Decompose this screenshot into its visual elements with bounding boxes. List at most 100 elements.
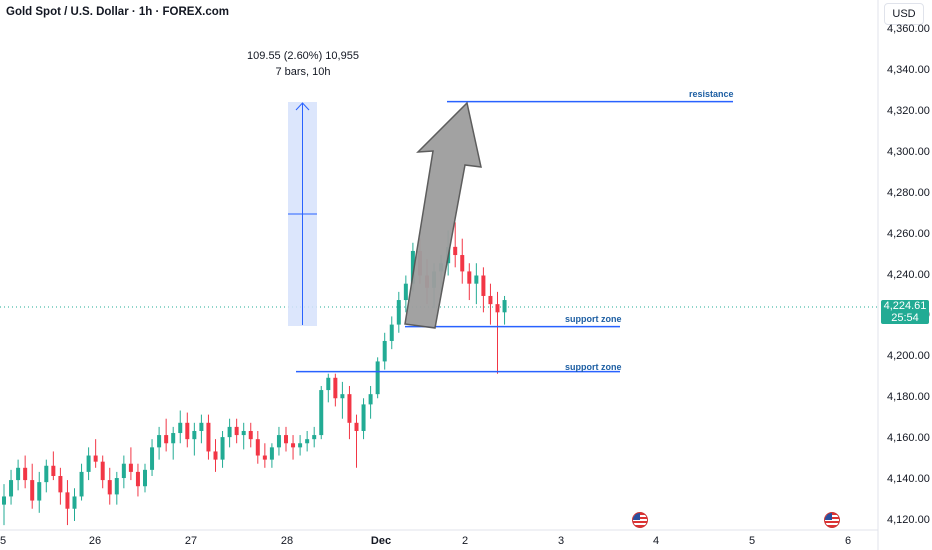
time-tick-label: 5 xyxy=(0,535,7,547)
projection-arrow xyxy=(404,101,482,329)
candle-body xyxy=(354,422,359,431)
candle-body xyxy=(178,422,183,434)
price-tick-label: 4,140.00 xyxy=(887,473,930,486)
candle-body xyxy=(361,404,366,431)
candle-body xyxy=(382,340,387,362)
candle-body xyxy=(453,246,458,256)
price-tick-label: 4,360.00 xyxy=(887,23,930,35)
candle-body xyxy=(403,283,408,301)
candle-body xyxy=(79,471,84,497)
candle-body xyxy=(347,394,352,423)
time-tick-label: 4 xyxy=(652,535,660,547)
candle-body xyxy=(143,469,147,487)
candle-body xyxy=(227,426,232,438)
candle-body xyxy=(93,455,98,462)
candle-body xyxy=(262,455,267,460)
price-tick-label: 4,160.00 xyxy=(887,432,930,445)
candle-body xyxy=(460,255,465,272)
price-tick-label: 4,340.00 xyxy=(887,63,930,76)
candle-body xyxy=(121,463,126,479)
candle-body xyxy=(276,435,281,448)
candle-body xyxy=(495,304,500,313)
candle-body xyxy=(255,439,260,456)
candle-body xyxy=(213,451,218,460)
candle-body xyxy=(234,426,239,436)
candle-body xyxy=(44,465,49,483)
price-tick-label: 4,300.00 xyxy=(887,145,930,158)
time-tick-label: 5 xyxy=(748,535,756,547)
measure-arrowhead xyxy=(295,102,310,111)
time-tick-label: 26 xyxy=(88,535,102,547)
candle-body xyxy=(312,435,317,440)
candle-body xyxy=(291,443,296,448)
candle-body xyxy=(305,439,310,444)
candle-body xyxy=(248,430,253,440)
price-tick-label: 4,260.00 xyxy=(887,227,930,240)
last-price-value: 4,224.61 xyxy=(883,300,927,312)
candle-body xyxy=(220,437,225,460)
candle-body xyxy=(192,430,197,440)
candle-body xyxy=(171,433,176,444)
candle-body xyxy=(368,394,373,405)
candle-body xyxy=(396,300,401,325)
candle-body xyxy=(319,390,324,436)
time-tick-label: 2 xyxy=(461,535,469,547)
last-price-tag: 4,224.61 25:54 xyxy=(881,300,929,324)
currency-button[interactable]: USD xyxy=(884,3,924,25)
candle-body xyxy=(467,271,472,284)
price-tick-label: 4,120.00 xyxy=(887,514,930,526)
candle-body xyxy=(135,471,140,487)
price-tick-label: 4,180.00 xyxy=(887,391,930,404)
candle-body xyxy=(114,478,119,495)
candle-body xyxy=(481,275,486,296)
symbol-title: Gold Spot / U.S. Dollar · 1h · FOREX.com xyxy=(6,6,229,18)
candle-body xyxy=(164,435,169,444)
price-tick-label: 4,240.00 xyxy=(887,268,930,281)
candle-body xyxy=(488,295,493,305)
time-tick-label: 28 xyxy=(280,535,294,547)
time-tick-label: Dec xyxy=(370,535,392,547)
candle-body xyxy=(2,496,6,505)
candle-body xyxy=(333,377,338,399)
candle-body xyxy=(9,480,14,497)
candle-body xyxy=(157,435,162,448)
drawings-layer xyxy=(288,100,733,373)
candle-body xyxy=(86,455,91,472)
candle-body xyxy=(375,361,380,395)
time-tick-label: 27 xyxy=(184,535,198,547)
candle-body xyxy=(23,467,28,481)
candle-body xyxy=(16,467,21,481)
resistance-label: resistance xyxy=(689,89,734,99)
bar-countdown: 25:54 xyxy=(891,312,919,324)
candle-body xyxy=(410,250,415,284)
candle-body xyxy=(502,300,507,313)
candle-body xyxy=(58,475,63,493)
measure-line2: 7 bars, 10h xyxy=(275,66,331,78)
candle-body xyxy=(150,447,155,470)
price-tick-label: 4,200.00 xyxy=(887,350,930,363)
candle-body xyxy=(206,422,211,452)
time-tick-label: 3 xyxy=(557,535,565,547)
candle-body xyxy=(326,377,331,391)
candle-body xyxy=(107,480,112,495)
candle-body xyxy=(474,275,479,284)
candle-body xyxy=(51,465,56,476)
candle-body xyxy=(100,461,105,481)
candle-body xyxy=(389,324,394,341)
candle-body xyxy=(72,496,77,509)
measure-line1: 109.55 (2.60%) 10,955 xyxy=(247,50,359,62)
candle-body xyxy=(269,447,274,460)
price-tick-label: 4,280.00 xyxy=(887,186,930,199)
candle-body xyxy=(199,422,204,431)
us-flag-event-icon[interactable] xyxy=(632,512,648,528)
price-tick-label: 4,320.00 xyxy=(887,104,930,117)
support-zone-lower-label: support zone xyxy=(565,362,622,372)
candle-body xyxy=(298,443,303,448)
us-flag-event-icon[interactable] xyxy=(824,512,840,528)
candle-body xyxy=(284,435,288,444)
candle-body xyxy=(241,430,246,436)
candle-body xyxy=(30,480,35,501)
time-tick-label: 6 xyxy=(844,535,852,547)
candle-body xyxy=(37,482,42,501)
